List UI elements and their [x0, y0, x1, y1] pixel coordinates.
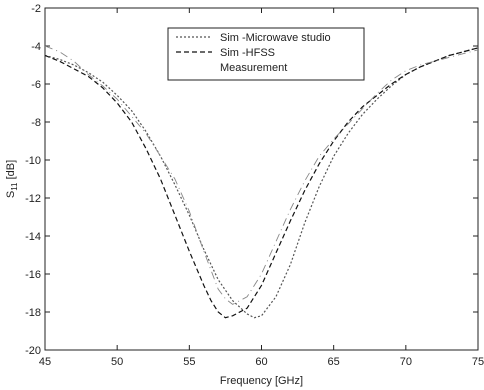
series-line-1 [44, 47, 479, 319]
series-line-2 [44, 47, 479, 319]
y-tick-label: -4 [31, 41, 41, 53]
series-line-3 [44, 45, 479, 305]
x-tick-label: 75 [472, 356, 484, 368]
y-tick-label: -14 [25, 231, 41, 243]
axis-labels: Frequency [GHz] S11 [dB] [5, 160, 303, 387]
x-tick-label: 65 [328, 356, 340, 368]
y-tick-label: -2 [31, 3, 41, 15]
axes: 45 50 55 60 65 70 75 -2 -4 -6 -8 -10 -12 -14 -16 -18 -20 [25, 3, 484, 368]
y-tick-label: -10 [25, 155, 41, 167]
y-tick-label: -6 [31, 79, 41, 91]
legend-label-3: Measurement [220, 62, 287, 74]
y-tick-label: -18 [25, 307, 41, 319]
y-tick-label: -12 [25, 193, 41, 205]
x-tick-label: 55 [183, 356, 195, 368]
y-tick-label: -20 [25, 345, 41, 357]
x-axis-label: Frequency [GHz] [220, 375, 303, 387]
x-tick-label: 45 [39, 356, 51, 368]
legend-label-1: Sim -Microwave studio [220, 32, 331, 44]
y-tick-label: -8 [31, 117, 41, 129]
x-tick-label: 60 [255, 356, 267, 368]
legend: Sim -Microwave studio Sim -HFSS Measuremen… [167, 27, 365, 81]
y-axis-label: S11 [dB] [5, 160, 19, 198]
x-tick-label: 70 [400, 356, 412, 368]
x-tick-label: 50 [111, 356, 123, 368]
legend-label-2: Sim -HFSS [220, 47, 275, 59]
y-tick-label: -16 [25, 269, 41, 281]
series-lines [44, 45, 479, 319]
